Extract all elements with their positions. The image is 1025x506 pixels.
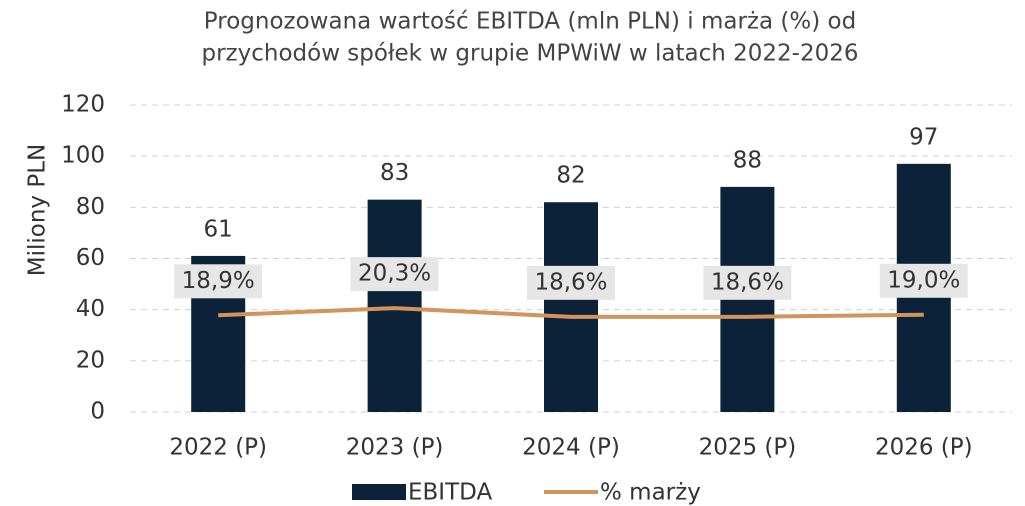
data-label: 19,0% [887, 267, 960, 293]
data-label: 18,6% [711, 269, 784, 295]
data-label: 83 [380, 160, 409, 186]
data-label: 20,3% [358, 261, 431, 287]
y-tick-label: 80 [76, 194, 105, 220]
data-label: 18,6% [534, 269, 607, 295]
chart-title: przychodów spółek w grupie MPWiW w latac… [201, 41, 858, 67]
bar [367, 199, 422, 412]
x-tick-label: 2025 (P) [699, 435, 797, 461]
data-label-bg [703, 265, 792, 300]
data-label: 82 [556, 163, 585, 189]
x-tick-label: 2024 (P) [522, 435, 620, 461]
legend-label: % marży [600, 480, 701, 506]
legend-swatch [352, 484, 406, 500]
x-tick-label: 2022 (P) [169, 435, 267, 461]
y-tick-label: 40 [76, 296, 105, 322]
y-axis-label: Miliony PLN [25, 144, 51, 276]
y-tick-label: 60 [76, 245, 105, 271]
y-tick-label: 120 [61, 92, 105, 118]
data-label: 88 [733, 147, 762, 173]
x-tick-label: 2026 (P) [875, 435, 973, 461]
legend-label: EBITDA [408, 480, 492, 506]
data-label-bg [527, 265, 615, 300]
y-tick-label: 20 [76, 347, 105, 373]
data-label: 97 [909, 124, 938, 150]
data-label: 18,9% [182, 268, 255, 294]
chart-title: Prognozowana wartość EBITDA (mln PLN) i … [204, 9, 856, 35]
y-tick-label: 100 [61, 143, 105, 169]
data-label-bg [879, 263, 968, 298]
data-label-bg [174, 264, 263, 299]
bar [544, 202, 598, 412]
line [218, 306, 924, 319]
data-label-bg [350, 257, 439, 292]
y-tick-label: 0 [90, 399, 105, 425]
data-label: 61 [204, 216, 233, 242]
x-tick-label: 2023 (P) [346, 435, 444, 461]
